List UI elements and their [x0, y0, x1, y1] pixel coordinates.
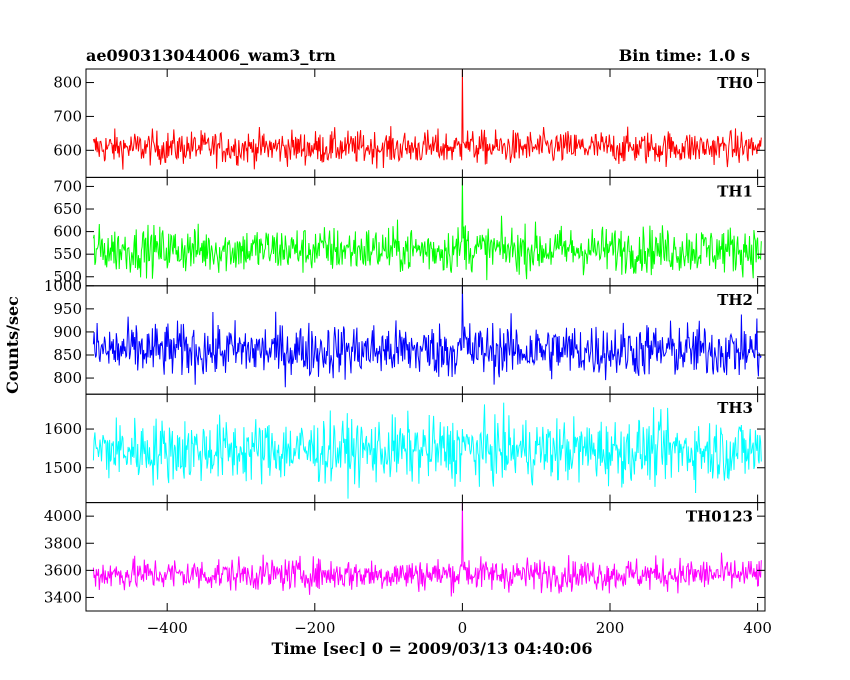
y-tick-label: 4000: [44, 507, 82, 525]
panel-label-th0123: TH0123: [686, 508, 753, 526]
y-tick-label: 550: [53, 245, 82, 263]
panel-frame: [85, 502, 766, 612]
x-tick-label: −200: [294, 619, 335, 637]
y-tick-label: 950: [53, 300, 82, 318]
panel-th2: 800 850 900 950 1000 TH2: [44, 277, 766, 395]
x-tick-label: 200: [596, 619, 625, 637]
y-tick-label: 1500: [44, 459, 82, 477]
y-tick-label: 3400: [44, 588, 82, 606]
y-tick-label: 850: [53, 346, 82, 364]
x-axis-label: Time [sec] 0 = 2009/03/13 04:40:06: [272, 639, 593, 658]
y-tick-label: 600: [53, 141, 82, 159]
y-tick-label: 3800: [44, 534, 82, 552]
y-tick-label: 900: [53, 323, 82, 341]
series-th0123: [92, 502, 762, 597]
y-tick-label: 700: [53, 107, 82, 125]
x-tick-label: 400: [743, 619, 772, 637]
y-tick-label: 800: [53, 369, 82, 387]
y-tick-label: 3600: [44, 561, 82, 579]
bin-time-label: Bin time: 1.0 s: [619, 46, 750, 65]
y-tick-label: 1600: [44, 420, 82, 438]
panel-label-th3: TH3: [717, 399, 753, 417]
y-tick-label: 800: [53, 74, 82, 92]
series-th2: [92, 285, 762, 388]
series-th0: [92, 69, 762, 170]
panel-frame: [85, 68, 766, 178]
y-axis-label: Counts/sec: [3, 296, 22, 394]
series-th1: [92, 177, 762, 281]
y-tick-label: 1000: [44, 277, 82, 295]
x-tick-label: 0: [458, 619, 468, 637]
panel-th0: 600 700 800 TH0: [53, 68, 766, 178]
panel-label-th0: TH0: [717, 74, 753, 92]
x-tick-label: −400: [147, 619, 188, 637]
series-th3: [92, 402, 762, 499]
panel-label-th1: TH1: [717, 182, 753, 200]
y-tick-label: 500: [53, 268, 82, 286]
y-tick-label: 600: [53, 223, 82, 241]
y-tick-label: 700: [53, 177, 82, 195]
y-tick-label: 650: [53, 200, 82, 218]
plot-title: ae090313044006_wam3_trn: [86, 46, 336, 65]
panel-th3: 1500 1600 TH3: [44, 393, 766, 504]
panel-frame: [85, 285, 766, 395]
panel-label-th2: TH2: [717, 291, 753, 309]
panel-th1: 500 550 600 650 700 TH1: [53, 176, 766, 287]
panel-th0123: 3400 3600 3800 4000 TH0123: [44, 502, 766, 612]
